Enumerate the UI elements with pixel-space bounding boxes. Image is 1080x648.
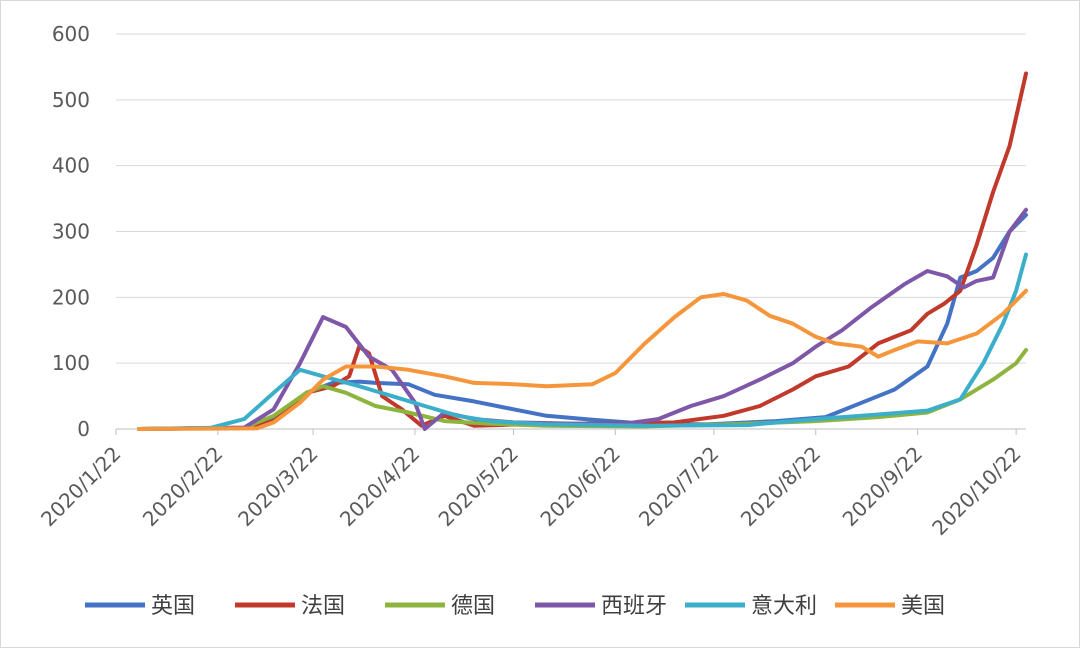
legend-label: 法国 [301, 594, 345, 619]
x-tick-label: 2020/4/22 [335, 442, 424, 531]
x-axis [115, 428, 1026, 435]
legend-label: 德国 [451, 594, 495, 619]
legend-label: 意大利 [751, 594, 817, 619]
legend: 英国 法国 德国 西班牙 意大利 美国 [85, 594, 945, 619]
legend-label: 美国 [901, 594, 945, 619]
series-lines [137, 71, 1028, 431]
series-line-5 [137, 288, 1028, 431]
x-axis-ticks: 2020/1/22 2020/2/22 2020/3/22 2020/4/22 2020… [36, 442, 1026, 540]
y-axis-ticks: 0 100 200 300 400 500 600 [52, 22, 90, 441]
x-tick-label: 2020/10/22 [927, 442, 1025, 540]
y-tick-label: 400 [52, 154, 90, 178]
x-tick-label: 2020/9/22 [838, 442, 927, 531]
y-tick-label: 100 [52, 351, 90, 375]
series-line-4 [137, 252, 1028, 431]
y-tick-label: 300 [52, 220, 90, 244]
y-tick-label: 0 [77, 417, 90, 441]
series-line-3 [137, 207, 1028, 431]
x-tick-label: 2020/5/22 [434, 442, 523, 531]
x-tick-label: 2020/6/22 [535, 442, 624, 531]
legend-label: 英国 [151, 594, 195, 619]
y-tick-label: 200 [52, 285, 90, 309]
x-tick-label: 2020/3/22 [233, 442, 322, 531]
gridlines [116, 33, 1026, 364]
x-tick-label: 2020/8/22 [736, 442, 825, 531]
series-line-1 [137, 71, 1028, 431]
legend-label: 西班牙 [601, 594, 667, 619]
x-tick-label: 2020/1/22 [36, 442, 125, 531]
y-tick-label: 500 [52, 88, 90, 112]
y-tick-label: 600 [52, 22, 90, 46]
x-tick-label: 2020/7/22 [634, 442, 723, 531]
x-tick-label: 2020/2/22 [138, 442, 227, 531]
